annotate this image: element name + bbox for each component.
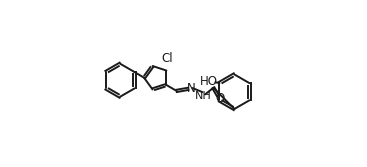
Text: HO: HO: [200, 75, 218, 88]
Text: O: O: [215, 92, 224, 105]
Text: N: N: [187, 81, 196, 95]
Text: Cl: Cl: [161, 52, 173, 65]
Text: NH: NH: [195, 91, 211, 101]
